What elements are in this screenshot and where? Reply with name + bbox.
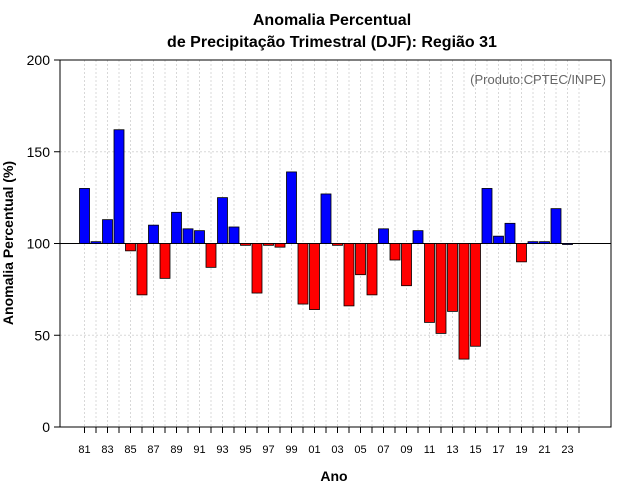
x-tick-label: 97	[262, 444, 274, 456]
bar-14	[458, 243, 470, 360]
y-tick-label: 50	[34, 327, 50, 343]
x-tick-label: 15	[469, 444, 481, 456]
x-tick-label: 13	[446, 444, 458, 456]
grid	[60, 60, 611, 427]
bar-90	[182, 228, 194, 244]
bar-12	[435, 243, 447, 334]
bar-84	[113, 129, 125, 244]
bar-00	[297, 243, 309, 305]
bar-87	[148, 224, 159, 244]
bar-99	[286, 171, 297, 244]
x-tick-label: 17	[492, 444, 504, 456]
bar-95	[240, 243, 251, 246]
bar-83	[102, 219, 113, 244]
bars	[79, 129, 573, 360]
x-tick-label: 05	[354, 444, 366, 456]
bar-01	[309, 243, 320, 310]
x-axis-label: Ano	[320, 468, 347, 484]
bar-08	[389, 243, 401, 261]
x-tick-label: 03	[331, 444, 343, 456]
x-tick-label: 11	[424, 444, 435, 456]
x-tick-label: 81	[78, 444, 90, 456]
bar-03	[332, 243, 343, 246]
bar-89	[171, 211, 182, 244]
bar-94	[228, 226, 240, 244]
bar-04	[343, 243, 355, 307]
bar-11	[424, 243, 435, 323]
chart-title-line-1: Anomalia Percentual	[253, 12, 411, 29]
bar-93	[217, 197, 228, 244]
x-tick-label: 91	[193, 444, 205, 456]
bar-15	[470, 243, 481, 347]
bar-10	[412, 230, 424, 244]
x-tick-label: 07	[377, 444, 389, 456]
bar-98	[274, 243, 286, 248]
y-tick-label: 150	[27, 144, 51, 160]
bar-92	[205, 243, 217, 268]
bar-18	[504, 222, 516, 244]
x-tick-label: 93	[216, 444, 228, 456]
bar-07	[378, 228, 389, 244]
bar-85	[125, 243, 136, 252]
bar-91	[194, 230, 205, 244]
x-tick-label: 99	[285, 444, 297, 456]
bar-86	[136, 243, 148, 296]
bar-82	[90, 241, 102, 244]
bar-09	[401, 243, 412, 287]
x-tick-label: 89	[170, 444, 182, 456]
x-tick-label: 83	[101, 444, 113, 456]
chart-title-line-2: de Precipitação Trimestral (DJF): Região…	[167, 34, 497, 51]
x-tick-label: 85	[124, 444, 136, 456]
bar-19	[516, 243, 527, 263]
bar-21	[539, 241, 550, 244]
source-annotation: (Produto:CPTEC/INPE)	[470, 72, 606, 87]
y-tick-label: 200	[27, 52, 51, 68]
bar-88	[159, 243, 171, 279]
x-tick-label: 01	[308, 444, 320, 456]
bar-96	[251, 243, 263, 294]
bar-16	[481, 188, 493, 244]
y-tick-label: 100	[27, 236, 51, 252]
x-tick-label: 87	[147, 444, 159, 456]
bar-97	[263, 243, 274, 246]
bar-02	[320, 193, 332, 244]
x-tick-label: 09	[400, 444, 412, 456]
x-tick-label: 19	[515, 444, 527, 456]
x-tick-label: 21	[538, 444, 550, 456]
bar-22	[550, 208, 562, 244]
x-tick-label: 23	[561, 444, 573, 456]
bar-05	[355, 243, 366, 276]
bar-23	[562, 243, 573, 245]
bar-06	[366, 243, 378, 296]
x-axis: 81 83 85 87 89 91 93 95 97 99 01 03 05 07 09 11 13 15 17 19…	[78, 427, 580, 456]
y-axis: 0 50 100 150 200	[27, 52, 60, 435]
y-tick-label: 0	[42, 419, 50, 435]
bar-17	[493, 235, 504, 244]
bar-81	[79, 188, 90, 244]
x-tick-label: 95	[239, 444, 251, 456]
y-axis-label: Anomalia Percentual (%)	[0, 161, 16, 325]
bar-20	[527, 241, 539, 244]
bar-13	[447, 243, 458, 312]
